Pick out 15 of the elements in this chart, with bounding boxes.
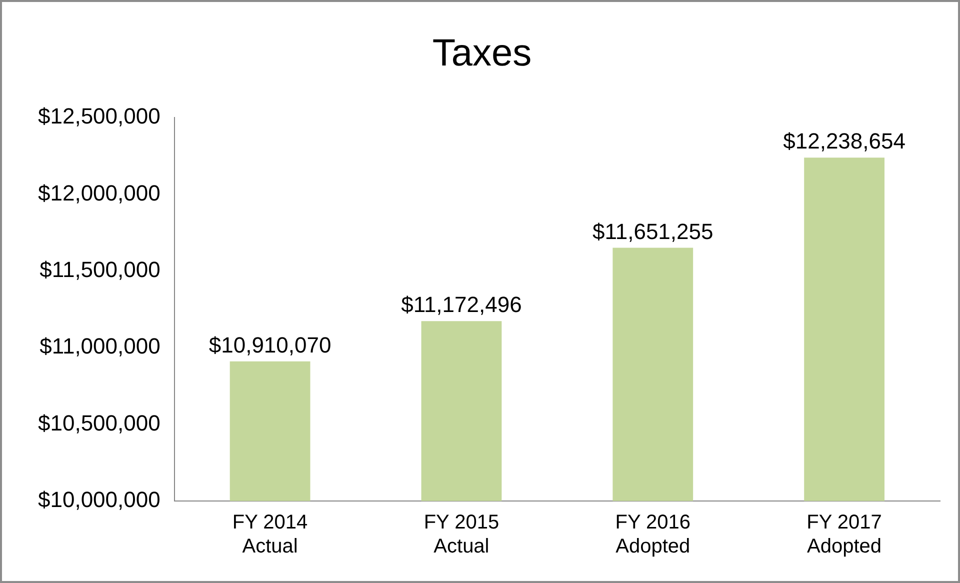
y-tick-label: $12,000,000 — [38, 180, 160, 206]
x-tick-label: FY 2017 Adopted — [806, 512, 882, 558]
y-tick-label: $10,000,000 — [38, 487, 160, 512]
chart-title: Taxes — [432, 32, 532, 74]
y-tick-label: $11,500,000 — [40, 257, 160, 282]
data-label: $12,238,654 — [783, 128, 906, 154]
x-tick-label: FY 2015 Actual — [424, 512, 500, 558]
x-tick-label: FY 2014 Actual — [232, 512, 308, 558]
x-tick-label: FY 2016 Adopted — [615, 512, 691, 558]
y-tick-label: $10,500,000 — [38, 410, 160, 436]
data-label: $11,172,496 — [401, 292, 522, 318]
y-tick-label: $11,000,000 — [40, 334, 160, 359]
data-label: $11,651,255 — [592, 218, 714, 244]
data-label: $10,910,070 — [208, 332, 332, 358]
y-tick-label: $12,500,000 — [38, 104, 160, 129]
